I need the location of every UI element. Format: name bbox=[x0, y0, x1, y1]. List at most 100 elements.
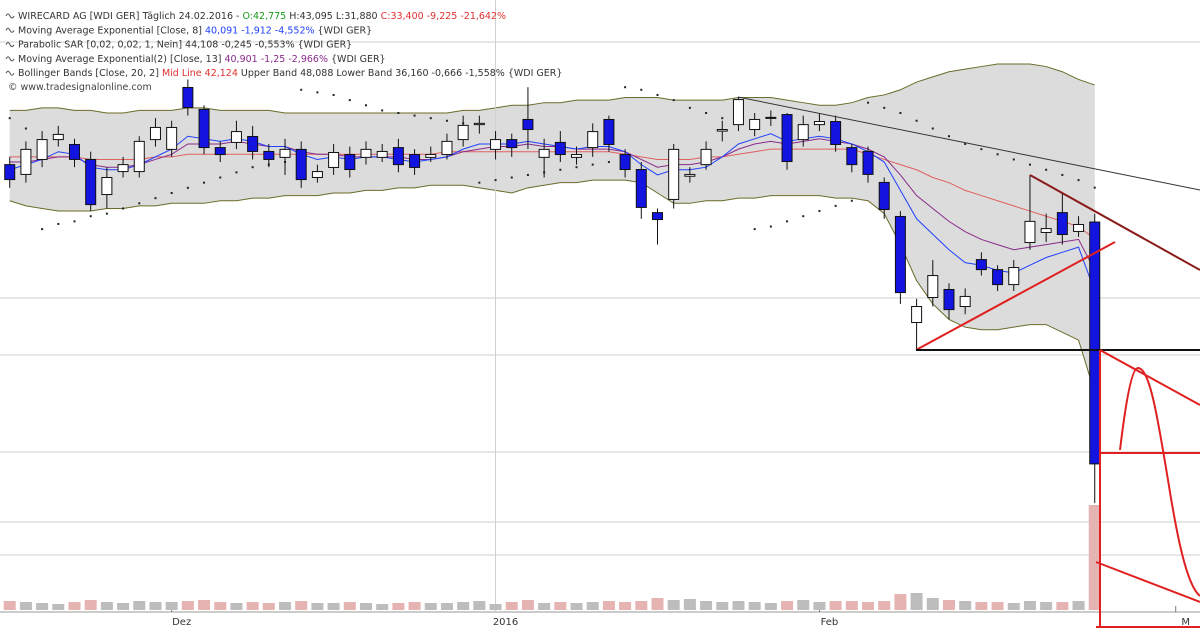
legend-line: Bollinger Bands [Close, 20, 2] Mid Line … bbox=[18, 68, 562, 79]
candle-body bbox=[441, 140, 453, 156]
sar-dot bbox=[688, 106, 691, 109]
candle-body bbox=[409, 154, 421, 168]
sar-dot bbox=[1045, 168, 1048, 171]
sar-dot bbox=[203, 181, 206, 184]
candle-body bbox=[538, 148, 550, 158]
volume-bar bbox=[554, 602, 567, 610]
indicator-line bbox=[9, 148, 1096, 240]
sar-dot bbox=[300, 88, 303, 91]
legend-text: 40,091 -1,912 -4,552% bbox=[205, 25, 318, 36]
candle-body bbox=[279, 148, 291, 158]
candle-body bbox=[813, 121, 825, 126]
sar-dot bbox=[381, 109, 384, 112]
candle-body bbox=[781, 114, 793, 163]
legend-text: C:33,400 -9,225 -21,642% bbox=[381, 11, 506, 22]
sar-dot bbox=[931, 127, 934, 130]
candle-body bbox=[457, 124, 469, 141]
volume-bar bbox=[262, 603, 275, 610]
volume-bar bbox=[165, 602, 178, 610]
sar-dot bbox=[656, 93, 659, 96]
candle-body bbox=[198, 108, 210, 149]
sar-dot bbox=[1093, 186, 1096, 189]
volume-bar bbox=[813, 602, 826, 610]
sar-dot bbox=[1061, 173, 1064, 176]
candle-body bbox=[344, 154, 356, 171]
volume-bar bbox=[440, 603, 453, 610]
sar-dot bbox=[559, 168, 562, 171]
volume-bar bbox=[1056, 602, 1069, 610]
volume-bar bbox=[862, 602, 875, 610]
volume-bar bbox=[1023, 601, 1036, 610]
sar-dot bbox=[640, 88, 643, 91]
volume-bar bbox=[748, 602, 761, 610]
sar-dot bbox=[429, 117, 432, 120]
candle-body bbox=[603, 118, 615, 145]
candle-body bbox=[1073, 223, 1085, 232]
sar-dot bbox=[397, 112, 400, 115]
sar-dot bbox=[753, 228, 756, 231]
candle-body bbox=[506, 139, 518, 149]
sar-dot bbox=[980, 148, 983, 151]
volume-bar bbox=[1088, 505, 1101, 610]
sar-dot bbox=[122, 207, 125, 210]
candle-body bbox=[700, 148, 712, 166]
volume-bar bbox=[52, 604, 65, 610]
candle-body bbox=[473, 122, 485, 126]
trend-line bbox=[915, 241, 1116, 351]
legend-icon bbox=[5, 27, 15, 33]
candle-body bbox=[587, 131, 599, 149]
volume-bar bbox=[424, 603, 437, 610]
drawing-line bbox=[1099, 349, 1200, 406]
volume-bar bbox=[376, 604, 389, 610]
volume-bar bbox=[117, 603, 130, 610]
candle-body bbox=[295, 148, 307, 181]
candle-body bbox=[571, 154, 583, 158]
volume-bar bbox=[926, 598, 939, 610]
x-tick-label: Feb bbox=[821, 617, 839, 628]
candle-body bbox=[749, 118, 761, 131]
volume-bar bbox=[295, 601, 308, 610]
volume-bar bbox=[19, 602, 32, 610]
volume-bar bbox=[991, 602, 1004, 610]
volume-bar bbox=[359, 603, 372, 610]
sar-dot bbox=[251, 166, 254, 169]
candle-body bbox=[52, 133, 64, 141]
indicator-line bbox=[9, 133, 1096, 292]
sar-dot bbox=[105, 212, 108, 215]
legend-icon bbox=[5, 70, 15, 76]
candle-body bbox=[360, 148, 372, 158]
sar-dot bbox=[591, 163, 594, 166]
grid bbox=[0, 41, 1200, 613]
candle-body bbox=[133, 140, 145, 173]
volume-bar bbox=[408, 602, 421, 610]
sar-dot bbox=[348, 99, 351, 102]
sar-dot bbox=[332, 93, 335, 96]
sar-dot bbox=[170, 191, 173, 194]
volume-bar bbox=[68, 602, 81, 610]
candle-body bbox=[20, 148, 32, 175]
legend-text: Upper Band 48,088 Lower Band 36,160 -0,6… bbox=[241, 68, 508, 79]
legend-icon bbox=[5, 42, 15, 48]
candle-body bbox=[68, 143, 80, 160]
sar-dot bbox=[89, 215, 92, 218]
candle-body bbox=[975, 259, 987, 271]
volume-bar bbox=[764, 603, 777, 610]
candle-body bbox=[911, 306, 923, 324]
trend-line bbox=[1029, 174, 1200, 271]
sar-dot bbox=[867, 101, 870, 104]
sar-dot bbox=[413, 114, 416, 117]
sar-dot bbox=[364, 104, 367, 107]
sar-dot bbox=[769, 225, 772, 228]
sar-dot bbox=[478, 181, 481, 184]
legend-text: H:43,095 L:31,880 bbox=[289, 11, 380, 22]
volume-bar bbox=[343, 602, 356, 610]
candle-body bbox=[117, 164, 129, 173]
legend-text: {WDI GER} bbox=[331, 54, 386, 65]
volume-bar bbox=[586, 602, 599, 610]
candle-body bbox=[554, 141, 566, 156]
sar-dot bbox=[316, 91, 319, 94]
volume-bar bbox=[635, 601, 648, 610]
sar-dot bbox=[964, 142, 967, 145]
candle-body bbox=[1089, 221, 1101, 465]
